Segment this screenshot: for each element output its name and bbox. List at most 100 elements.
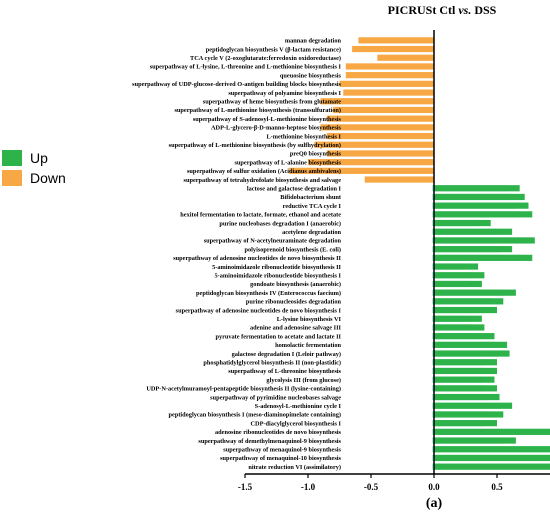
category-label: superpathway of sulfur oxidation (Acidia… — [187, 168, 341, 175]
category-label: acetylene degradation — [282, 229, 341, 236]
category-label: gondoate biosynthesis (anaerobic) — [250, 281, 341, 288]
bar-down — [339, 80, 434, 87]
category-label: TCA cycle V (2-oxoglutarate:ferredoxin o… — [190, 55, 341, 62]
bar-up — [434, 359, 497, 366]
chart-title: PICRUSt Ctl vs. DSS — [388, 3, 497, 17]
bar-up — [434, 324, 485, 331]
category-label: lactose and galactose degradation I — [247, 185, 342, 192]
category-label: superpathway of polyamine biosynthesis I — [228, 90, 341, 97]
category-label: L-lysine biosynthesis VI — [277, 316, 342, 323]
category-label: L-methionine biosynthesis I — [266, 133, 341, 140]
bar-up — [434, 280, 482, 288]
x-tick-label: 0.0 — [428, 482, 440, 492]
legend: Up Down — [2, 150, 66, 186]
category-label: adenosine ribonucleotides de novo biosyn… — [215, 429, 342, 436]
bar-down — [364, 176, 434, 183]
bar-up — [434, 333, 495, 340]
bar-down — [289, 167, 434, 174]
bar-up — [434, 219, 491, 227]
bar-down — [314, 141, 434, 148]
category-label: superpathway of L-lysine, L-threonine an… — [150, 64, 342, 71]
bar-up — [434, 446, 550, 453]
category-label: purine ribonucleosides degradation — [246, 299, 342, 306]
category-label: superpathway of L-methionine biosynthesi… — [174, 107, 341, 114]
category-label: superpathway of S-adenosyl-L-methionine … — [193, 116, 342, 123]
bar-up — [434, 263, 479, 270]
bar-down — [343, 89, 434, 96]
bar-up — [434, 228, 513, 235]
category-label: homolactic fermentation — [275, 342, 341, 349]
category-label: superpathway of adenosine nucleotides de… — [176, 307, 342, 314]
x-axis: -1.5-1.0-0.50.00.51.01.5 — [238, 30, 550, 492]
bar-down — [326, 150, 434, 157]
category-label: polyisoprenoid biosynthesis (E. coli) — [245, 246, 341, 253]
bar-down — [326, 132, 434, 140]
category-label: CDP-diacylglycerol biosynthesis I — [251, 420, 342, 427]
category-label: S-adenosyl-L-methionine cycle I — [255, 403, 342, 410]
category-label: peptidoglycan biosynthesis V (β-lactam r… — [206, 46, 341, 53]
bar-down — [326, 115, 434, 122]
bar-up — [434, 315, 482, 322]
bar-up — [434, 367, 497, 375]
bar-up — [434, 298, 504, 305]
bar-up — [434, 211, 533, 218]
bar-down — [352, 45, 434, 53]
category-label: UDP-N-acetylmuramoyl-pentapeptide biosyn… — [146, 386, 341, 393]
category-label: superpathway of L-methionine biosynthesi… — [169, 142, 341, 149]
bar-down — [377, 54, 434, 61]
category-label: mannan degradation — [285, 38, 342, 45]
category-label: 5-aminoimidazole ribonucleotide biosynth… — [215, 272, 342, 279]
bar-up — [434, 454, 550, 462]
bar-up — [434, 193, 525, 201]
category-label: Bifidobacterium shunt — [280, 194, 342, 201]
bar-down — [358, 37, 434, 44]
bar-up — [434, 376, 495, 383]
category-label: glycolysis III (from glucose) — [266, 377, 341, 384]
bar-up — [434, 289, 516, 296]
category-label: superpathway of L-alanine biosynthesis — [234, 159, 341, 166]
x-tick-label: -1.5 — [238, 482, 253, 492]
category-label: preQ0 biosynthesis — [290, 151, 342, 158]
bar-up — [434, 237, 535, 244]
legend-swatch-up — [2, 150, 22, 166]
x-tick-label: -1.0 — [301, 482, 316, 492]
category-label: superpathway of demethylmenaquinol-9 bio… — [198, 438, 341, 445]
bar-up — [434, 306, 497, 314]
panel-label: (a) — [426, 496, 443, 511]
bar-down — [320, 124, 434, 131]
bar-up — [434, 341, 508, 348]
bar-up — [434, 254, 533, 261]
category-label: superpathway of L-threonine biosynthesis — [228, 368, 341, 375]
bar-down — [308, 159, 434, 166]
category-label: ADP-L-glycero-β-D-manno-heptose biosynth… — [211, 125, 342, 132]
legend-label-down: Down — [30, 170, 66, 186]
category-label: queuosine biosynthesis — [280, 72, 342, 79]
bar-up — [434, 350, 510, 357]
bar-up — [434, 420, 497, 427]
bar-up — [434, 428, 550, 435]
bar-up — [434, 246, 513, 253]
category-label: 5-aminoimidazole ribonucleotide biosynth… — [212, 264, 341, 271]
bars — [289, 37, 550, 470]
legend-label-up: Up — [30, 150, 48, 166]
category-label: superpathway of menaquinol-10 biosynthes… — [220, 455, 341, 462]
category-label: superpathway of menaquinol-9 biosynthesi… — [223, 446, 341, 453]
category-label: hexitol fermentation to lactate, formate… — [180, 212, 341, 219]
category-label: nitrate reduction VI (assimilatory) — [248, 464, 341, 471]
x-tick-label: -0.5 — [364, 482, 379, 492]
legend-swatch-down — [2, 170, 22, 186]
bar-down — [333, 106, 434, 114]
category-label: peptidoglycan biosynthesis I (meso-diami… — [169, 412, 341, 419]
category-label: superpathway of pyrimidine nucleobases s… — [210, 394, 341, 401]
bar-up — [434, 463, 550, 470]
bar-up — [434, 185, 520, 192]
bar-up — [434, 202, 529, 209]
category-label: superpathway of heme biosynthesis from g… — [203, 98, 341, 105]
category-label: galactose degradation I (Leloir pathway) — [232, 351, 341, 358]
category-label: phosphatidylglycerol biosynthesis II (no… — [203, 359, 341, 366]
category-label: adenine and adenosine salvage III — [250, 325, 342, 332]
bar-down — [320, 98, 434, 105]
category-label: superpathway of tetrahydrofolate biosynt… — [184, 177, 342, 184]
